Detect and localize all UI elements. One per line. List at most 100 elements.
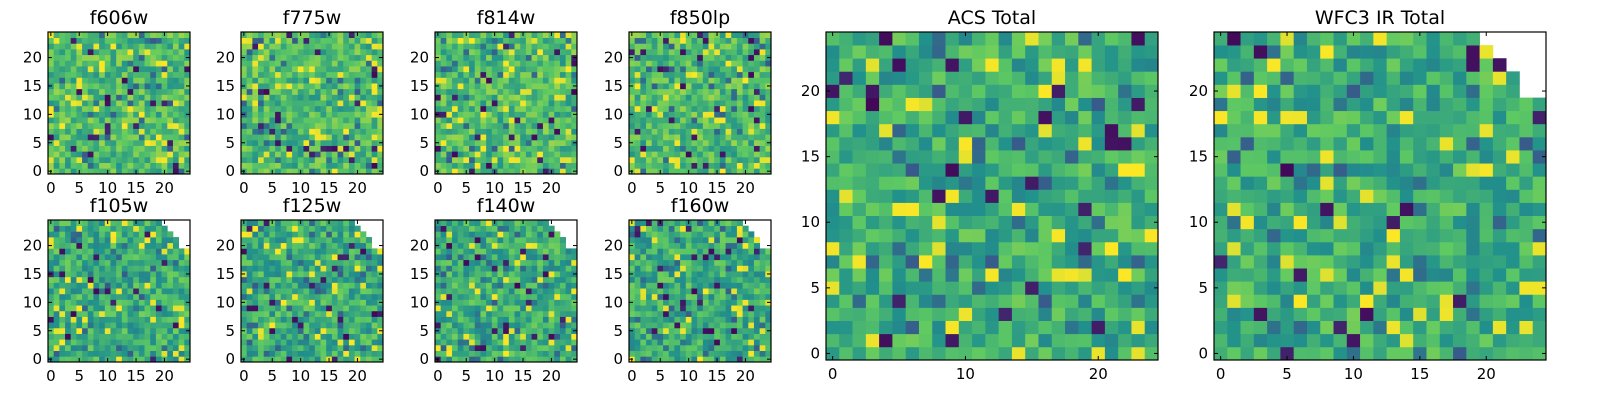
heatmap-cell — [263, 237, 270, 244]
x-tick-label: 10 — [485, 179, 504, 197]
heatmap-cell — [753, 60, 760, 67]
heatmap-cell — [286, 225, 293, 232]
heatmap-cell — [314, 139, 321, 146]
heatmap-cell — [172, 271, 179, 278]
heatmap-cell — [121, 100, 128, 107]
heatmap-cell — [708, 299, 715, 306]
heatmap-cell — [275, 344, 282, 351]
heatmap-cell — [525, 248, 532, 255]
heatmap-cell — [275, 339, 282, 346]
heatmap-cell — [753, 162, 760, 169]
heatmap-cell — [178, 134, 185, 141]
heatmap-cell — [565, 339, 572, 346]
heatmap-cell — [685, 37, 692, 44]
heatmap-cell — [486, 66, 493, 73]
heatmap-cell — [337, 327, 344, 334]
heatmap-cell — [303, 134, 310, 141]
heatmap-cell — [348, 117, 355, 124]
heatmap-cell — [452, 156, 459, 163]
heatmap-cell — [144, 100, 151, 107]
heatmap-cell — [571, 145, 578, 152]
heatmap-cell — [542, 276, 549, 283]
heatmap-cell — [354, 162, 361, 169]
heatmap-cell — [657, 271, 664, 278]
heatmap-cell — [331, 339, 338, 346]
heatmap-cell — [155, 162, 162, 169]
heatmap-cell — [452, 248, 459, 255]
heatmap-cell — [292, 220, 299, 227]
heatmap-cell — [548, 350, 555, 357]
heatmap-cell — [753, 310, 760, 317]
heatmap-cell — [241, 156, 248, 163]
heatmap-cell — [127, 327, 134, 334]
heatmap-cell — [167, 265, 174, 272]
heatmap-cell — [326, 151, 333, 158]
heatmap-cell — [731, 168, 738, 175]
heatmap-cell — [520, 350, 527, 357]
heatmap-cell — [680, 122, 687, 129]
heatmap-cell — [629, 43, 636, 50]
heatmap-cell — [697, 77, 704, 84]
heatmap-cell — [70, 122, 77, 129]
heatmap-cell — [297, 231, 304, 238]
heatmap-cell — [548, 43, 555, 50]
heatmap-cell — [463, 71, 470, 78]
heatmap-cell — [161, 248, 168, 255]
heatmap-cell — [508, 310, 515, 317]
heatmap-cell — [167, 350, 174, 357]
heatmap-cell — [640, 259, 647, 266]
heatmap-cell — [258, 248, 265, 255]
heatmap-cell — [82, 100, 89, 107]
heatmap-cell — [354, 288, 361, 295]
y-tick-label: 10 — [216, 105, 235, 123]
heatmap-cell — [663, 356, 670, 363]
heatmap-cell — [309, 111, 316, 118]
heatmap-cell — [365, 350, 372, 357]
x-tick-label: 15 — [513, 179, 532, 197]
heatmap-cell — [674, 117, 681, 124]
heatmap-cell — [297, 49, 304, 56]
heatmap-cell — [241, 49, 248, 56]
heatmap-cell — [497, 66, 504, 73]
heatmap-cell — [634, 60, 641, 67]
heatmap-cell — [542, 350, 549, 357]
heatmap-cell — [241, 254, 248, 261]
heatmap-cell — [452, 237, 459, 244]
heatmap-cell — [87, 49, 94, 56]
heatmap-cell — [736, 66, 743, 73]
heatmap-cell — [104, 350, 111, 357]
heatmap-cell — [309, 60, 316, 67]
y-tick-label: 20 — [216, 49, 235, 67]
heatmap-cell — [93, 83, 100, 90]
y-tick-label: 0 — [419, 162, 429, 180]
heatmap-cell — [736, 49, 743, 56]
heatmap-cell — [297, 276, 304, 283]
heatmap-cell — [525, 288, 532, 295]
heatmap-cell — [303, 168, 310, 175]
heatmap-cell — [110, 288, 117, 295]
heatmap-cell — [93, 111, 100, 118]
heatmap-cell — [457, 145, 464, 152]
heatmap-cell — [110, 310, 117, 317]
heatmap-cell — [708, 94, 715, 101]
heatmap-cell — [446, 293, 453, 300]
heatmap-cell — [668, 276, 675, 283]
heatmap-cell — [640, 37, 647, 44]
heatmap-cell — [731, 288, 738, 295]
heatmap-cell — [331, 83, 338, 90]
heatmap-cell — [155, 139, 162, 146]
heatmap-cell — [714, 37, 721, 44]
heatmap-cell — [155, 288, 162, 295]
heatmap-cell — [731, 305, 738, 312]
heatmap-cell — [348, 339, 355, 346]
heatmap-cell — [668, 66, 675, 73]
heatmap-cell — [486, 248, 493, 255]
heatmap-cell — [87, 265, 94, 272]
heatmap-cell — [435, 77, 442, 84]
heatmap-cell — [742, 117, 749, 124]
heatmap-cell — [121, 117, 128, 124]
heatmap-cell — [104, 94, 111, 101]
heatmap-cell — [326, 259, 333, 266]
heatmap-cell — [99, 237, 106, 244]
heatmap-cell — [640, 339, 647, 346]
